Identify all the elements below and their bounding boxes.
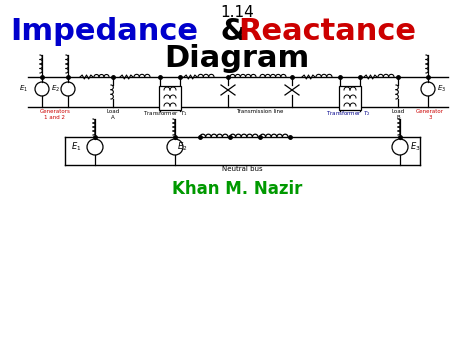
Text: $E_2$: $E_2$	[177, 141, 187, 153]
Text: Generators
1 and 2: Generators 1 and 2	[39, 109, 71, 120]
Text: Load
B: Load B	[392, 109, 405, 120]
Text: Impedance: Impedance	[10, 17, 198, 46]
Bar	[159, 86, 181, 110]
Text: 1.14: 1.14	[220, 5, 254, 20]
Text: $E_3$: $E_3$	[410, 141, 420, 153]
Text: Neutral bus: Neutral bus	[222, 166, 262, 172]
Text: Transformer  $T_2$: Transformer $T_2$	[326, 109, 371, 118]
Text: Transmission line: Transmission line	[237, 109, 283, 114]
Text: $E_2$: $E_2$	[51, 84, 60, 94]
Text: Generator
3: Generator 3	[416, 109, 444, 120]
Text: $E_3$: $E_3$	[437, 84, 446, 94]
Text: Load
A: Load A	[106, 109, 119, 120]
Bar	[339, 86, 361, 110]
Text: Transformer  $T_1$: Transformer $T_1$	[143, 109, 187, 118]
Text: Khan M. Nazir: Khan M. Nazir	[172, 180, 302, 198]
Text: &: &	[210, 17, 258, 46]
Text: Reactance: Reactance	[238, 17, 416, 46]
Text: $E_1$: $E_1$	[71, 141, 81, 153]
Text: Diagram: Diagram	[164, 44, 310, 73]
Text: $E_1$: $E_1$	[19, 84, 28, 94]
